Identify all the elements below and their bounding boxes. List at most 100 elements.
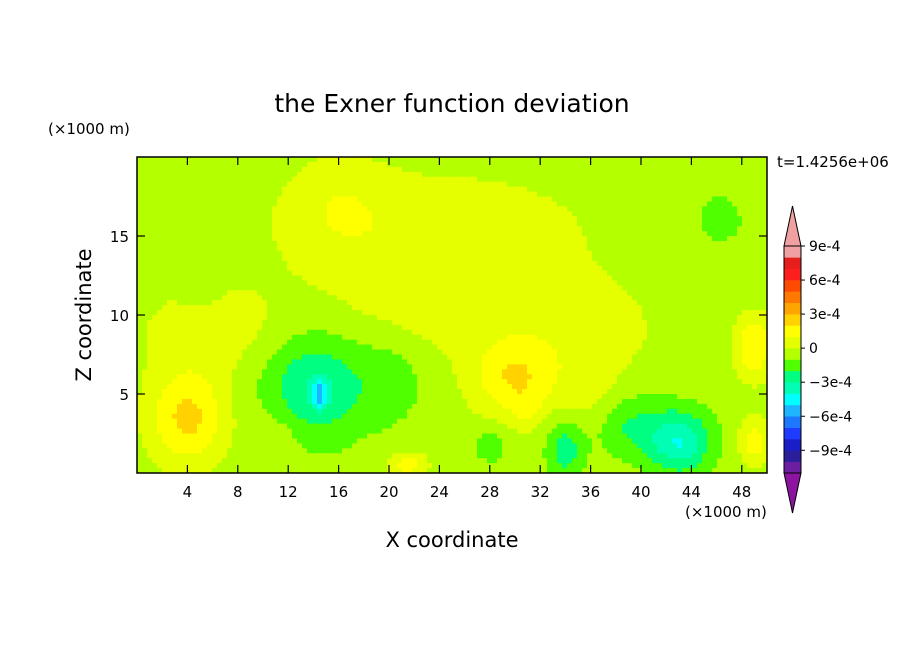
contour-cell	[272, 191, 278, 198]
contour-cell	[492, 260, 498, 267]
contour-cell	[512, 265, 518, 272]
contour-cell	[457, 176, 463, 183]
contour-cell	[412, 245, 418, 252]
contour-cell	[672, 305, 678, 311]
contour-cell	[207, 290, 213, 296]
contour-cell	[662, 334, 668, 341]
contour-cell	[432, 290, 438, 296]
contour-cell	[337, 339, 343, 346]
contour-cell	[307, 334, 313, 341]
contour-cell	[687, 191, 693, 198]
contour-cell	[547, 236, 553, 242]
contour-cell	[647, 280, 653, 286]
contour-cell	[442, 285, 448, 291]
contour-cell	[752, 250, 758, 257]
contour-cell	[682, 240, 688, 247]
contour-cell	[672, 295, 678, 301]
contour-cell	[717, 181, 723, 188]
contour-cell	[712, 344, 718, 351]
contour-cell	[532, 250, 538, 257]
contour-cell	[692, 201, 698, 207]
contour-cell	[387, 265, 393, 272]
contour-cell	[257, 206, 263, 212]
contour-cell	[482, 171, 488, 178]
contour-cell	[137, 344, 143, 351]
contour-cell	[742, 344, 748, 351]
contour-cell	[497, 275, 503, 282]
contour-cell	[222, 305, 228, 311]
contour-cell	[412, 226, 418, 232]
contour-cell	[417, 186, 423, 193]
contour-cell	[332, 334, 338, 341]
contour-cell	[222, 319, 228, 326]
contour-cell	[302, 255, 308, 262]
contour-cell	[242, 211, 248, 217]
contour-cell	[287, 305, 293, 311]
contour-cell	[597, 315, 603, 321]
contour-cell	[462, 206, 468, 212]
contour-cell	[752, 171, 758, 178]
contour-cell	[407, 265, 413, 272]
contour-cell	[262, 206, 268, 212]
contour-cell	[642, 216, 648, 222]
contour-cell	[697, 339, 703, 346]
contour-cell	[467, 171, 473, 178]
contour-cell	[567, 344, 573, 351]
contour-cell	[182, 250, 188, 257]
contour-cell	[417, 280, 423, 286]
contour-cell	[387, 280, 393, 286]
contour-cell	[142, 349, 148, 356]
contour-cell	[617, 171, 623, 178]
contour-cell	[497, 191, 503, 198]
contour-cell	[232, 295, 238, 301]
contour-cell	[337, 211, 343, 217]
contour-cell	[227, 221, 233, 227]
contour-cell	[552, 300, 558, 306]
contour-cell	[327, 231, 333, 237]
contour-cell	[592, 211, 598, 217]
contour-cell	[712, 157, 718, 163]
contour-cell	[697, 240, 703, 247]
contour-cell	[542, 300, 548, 306]
contour-cell	[727, 300, 733, 306]
contour-cell	[357, 290, 363, 296]
contour-cell	[387, 255, 393, 262]
contour-cell	[512, 181, 518, 188]
contour-cell	[287, 285, 293, 291]
contour-cell	[707, 260, 713, 267]
contour-cell	[552, 166, 558, 173]
contour-cell	[712, 206, 718, 212]
contour-cell	[657, 161, 663, 168]
contour-cell	[447, 231, 453, 237]
contour-cell	[152, 231, 158, 237]
contour-cell	[517, 186, 523, 193]
contour-cell	[737, 270, 743, 277]
contour-cell	[387, 201, 393, 207]
contour-cell	[352, 231, 358, 237]
contour-cell	[432, 166, 438, 173]
contour-cell	[492, 181, 498, 188]
contour-cell	[287, 270, 293, 277]
contour-cell	[677, 319, 683, 326]
contour-cell	[167, 226, 173, 232]
contour-cell	[177, 236, 183, 242]
contour-cell	[137, 270, 143, 277]
contour-cell	[532, 196, 538, 203]
contour-cell	[487, 285, 493, 291]
contour-cell	[247, 176, 253, 183]
contour-cell	[527, 324, 533, 331]
contour-cell	[177, 285, 183, 291]
contour-cell	[672, 280, 678, 286]
contour-cell	[362, 161, 368, 168]
contour-cell	[317, 245, 323, 252]
contour-cell	[387, 191, 393, 198]
contour-cell	[362, 329, 368, 336]
contour-cell	[382, 201, 388, 207]
contour-cell	[212, 270, 218, 277]
contour-cell	[542, 245, 548, 252]
contour-cell	[302, 300, 308, 306]
contour-cell	[437, 255, 443, 262]
contour-cell	[542, 280, 548, 286]
contour-cell	[527, 349, 533, 356]
contour-cell	[152, 181, 158, 188]
